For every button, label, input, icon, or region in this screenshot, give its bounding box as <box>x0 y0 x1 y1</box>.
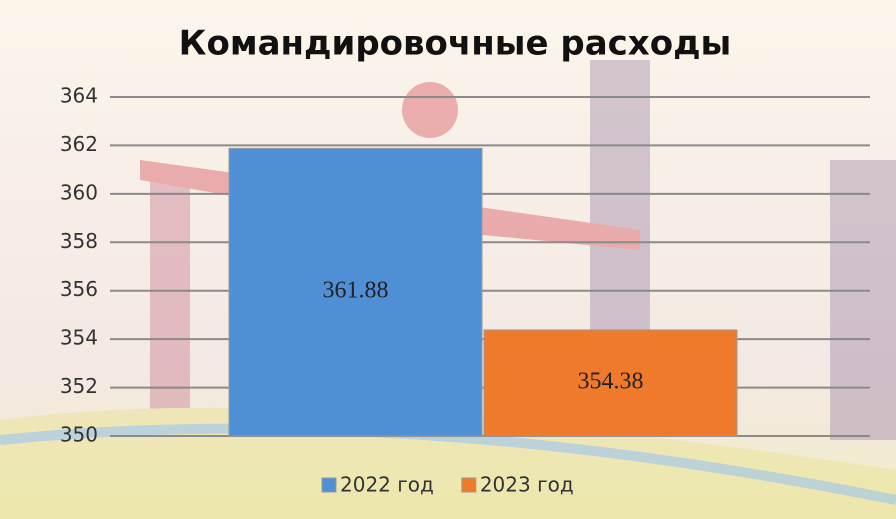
y-tick-label: 354 <box>60 326 98 350</box>
y-tick-label: 352 <box>60 374 98 398</box>
chart: Командировочные расходы 350 352 354 356 358 3… <box>0 0 896 519</box>
legend-swatch <box>322 478 336 492</box>
value-label: 361.88 <box>323 278 389 304</box>
y-tick-label: 360 <box>60 180 98 204</box>
y-tick-label: 362 <box>60 132 98 156</box>
y-tick-label: 356 <box>60 277 98 301</box>
chart-title: Командировочные расходы <box>179 24 732 64</box>
y-tick-label: 364 <box>60 84 98 108</box>
y-tick-label: 358 <box>60 229 98 253</box>
y-tick-label: 350 <box>60 423 98 447</box>
legend-label: 2022 год <box>340 473 434 497</box>
value-label: 354.38 <box>578 368 644 394</box>
legend-label: 2023 год <box>480 473 574 497</box>
legend-swatch <box>462 478 476 492</box>
